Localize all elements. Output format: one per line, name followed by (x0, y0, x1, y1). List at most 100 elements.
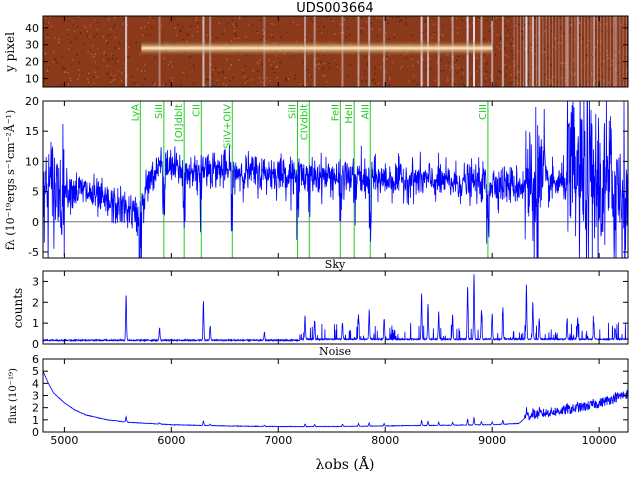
heatmap-noise-pixel (228, 68, 230, 71)
x-tick-label: 10000 (582, 434, 617, 447)
heatmap-noise-pixel (495, 17, 497, 19)
heatmap-sky-line (587, 16, 589, 87)
heatmap-noise-pixel (612, 49, 614, 51)
heatmap-noise-pixel (553, 37, 555, 39)
heatmap-noise-pixel (294, 77, 296, 80)
heatmap-noise-pixel (507, 29, 509, 32)
x-axis-label: λobs (Å) (316, 455, 375, 473)
heatmap-noise-pixel (319, 30, 321, 33)
heatmap-noise-pixel (347, 27, 350, 30)
heatmap-noise-pixel (151, 26, 153, 29)
heatmap-noise-pixel (433, 33, 435, 36)
heatmap-noise-pixel (276, 65, 278, 68)
heatmap-noise-pixel (621, 45, 623, 48)
heatmap-noise-pixel (486, 19, 488, 22)
y-axis-label-noise: flux (10⁻¹⁹) (8, 368, 19, 424)
heatmap-noise-pixel (139, 53, 141, 56)
heatmap-noise-pixel (111, 57, 113, 60)
heatmap-noise-pixel (606, 50, 608, 53)
heatmap-noise-pixel (595, 18, 598, 21)
heatmap-noise-pixel (408, 80, 410, 82)
heatmap-noise-pixel (405, 24, 407, 26)
heatmap-noise-pixel (340, 32, 342, 34)
heatmap-noise-pixel (476, 70, 478, 72)
heatmap-sky-line (516, 16, 518, 87)
heatmap-noise-pixel (144, 70, 146, 72)
heatmap-noise-pixel (498, 70, 500, 73)
heatmap-noise-pixel (425, 21, 427, 23)
heatmap-noise-pixel (546, 78, 549, 81)
heatmap-noise-pixel (433, 23, 435, 26)
heatmap-noise-pixel (48, 38, 50, 41)
heatmap-sky-line (542, 16, 544, 87)
heatmap-sky-line (519, 16, 521, 87)
heatmap-noise-pixel (323, 26, 325, 28)
heatmap-noise-pixel (543, 48, 546, 50)
heatmap-noise-pixel (58, 38, 60, 41)
heatmap-noise-pixel (447, 79, 449, 82)
heatmap-noise-pixel (185, 33, 188, 36)
heatmap-noise-pixel (478, 83, 480, 86)
heatmap-noise-pixel (590, 54, 593, 56)
heatmap-noise-pixel (235, 24, 237, 26)
heatmap-noise-pixel (67, 29, 69, 31)
emission-line-label: CIII (478, 104, 489, 120)
heatmap-noise-pixel (211, 74, 213, 76)
heatmap-noise-pixel (562, 62, 565, 65)
heatmap-noise-pixel (492, 44, 494, 47)
y-tick-label: 2 (32, 402, 39, 415)
heatmap-noise-pixel (67, 83, 70, 86)
heatmap-noise-pixel (242, 72, 245, 74)
heatmap-noise-pixel (78, 69, 80, 71)
heatmap-noise-pixel (85, 27, 88, 29)
heatmap-noise-pixel (270, 34, 273, 36)
heatmap-sky-line (558, 16, 560, 87)
heatmap-noise-pixel (123, 18, 125, 20)
heatmap-noise-pixel (528, 78, 531, 81)
heatmap-noise-pixel (446, 77, 449, 79)
heatmap-noise-pixel (497, 34, 499, 36)
heatmap-noise-pixel (103, 52, 105, 55)
heatmap-noise-pixel (504, 53, 507, 56)
heatmap-noise-pixel (484, 59, 486, 61)
heatmap-noise-pixel (115, 62, 117, 65)
heatmap-noise-pixel (258, 62, 260, 65)
heatmap-noise-pixel (232, 76, 234, 79)
heatmap-noise-pixel (152, 18, 154, 20)
heatmap-noise-pixel (107, 18, 110, 21)
heatmap-noise-pixel (231, 19, 234, 21)
heatmap-noise-pixel (309, 74, 311, 77)
heatmap-noise-pixel (127, 46, 129, 49)
heatmap-noise-pixel (602, 76, 604, 78)
x-tick-label: 8000 (371, 434, 399, 447)
heatmap-noise-pixel (422, 58, 424, 61)
heatmap-noise-pixel (123, 63, 125, 66)
heatmap-sky-line (590, 16, 592, 87)
heatmap-noise-pixel (133, 82, 136, 84)
heatmap-noise-pixel (521, 30, 523, 32)
heatmap-noise-pixel (426, 37, 428, 40)
heatmap-noise-pixel (93, 82, 95, 84)
heatmap-noise-pixel (187, 34, 190, 36)
heatmap-noise-pixel (450, 18, 452, 21)
emission-line-label: AlII (360, 104, 371, 120)
heatmap-noise-pixel (429, 58, 431, 60)
heatmap-noise-pixel (360, 31, 362, 33)
heatmap-noise-pixel (565, 79, 567, 82)
heatmap-noise-pixel (566, 62, 568, 64)
y-tick-label: -5 (28, 246, 39, 259)
heatmap-noise-pixel (91, 53, 93, 55)
heatmap-noise-pixel (46, 34, 48, 36)
heatmap-noise-pixel (86, 30, 88, 33)
heatmap-noise-pixel (72, 24, 74, 26)
heatmap-noise-pixel (261, 63, 263, 66)
heatmap-noise-pixel (204, 84, 207, 86)
heatmap-noise-pixel (126, 74, 128, 77)
heatmap-noise-pixel (598, 80, 600, 82)
heatmap-noise-pixel (405, 57, 407, 59)
heatmap-noise-pixel (464, 85, 466, 87)
heatmap-noise-pixel (163, 57, 165, 60)
heatmap-noise-pixel (45, 52, 47, 55)
